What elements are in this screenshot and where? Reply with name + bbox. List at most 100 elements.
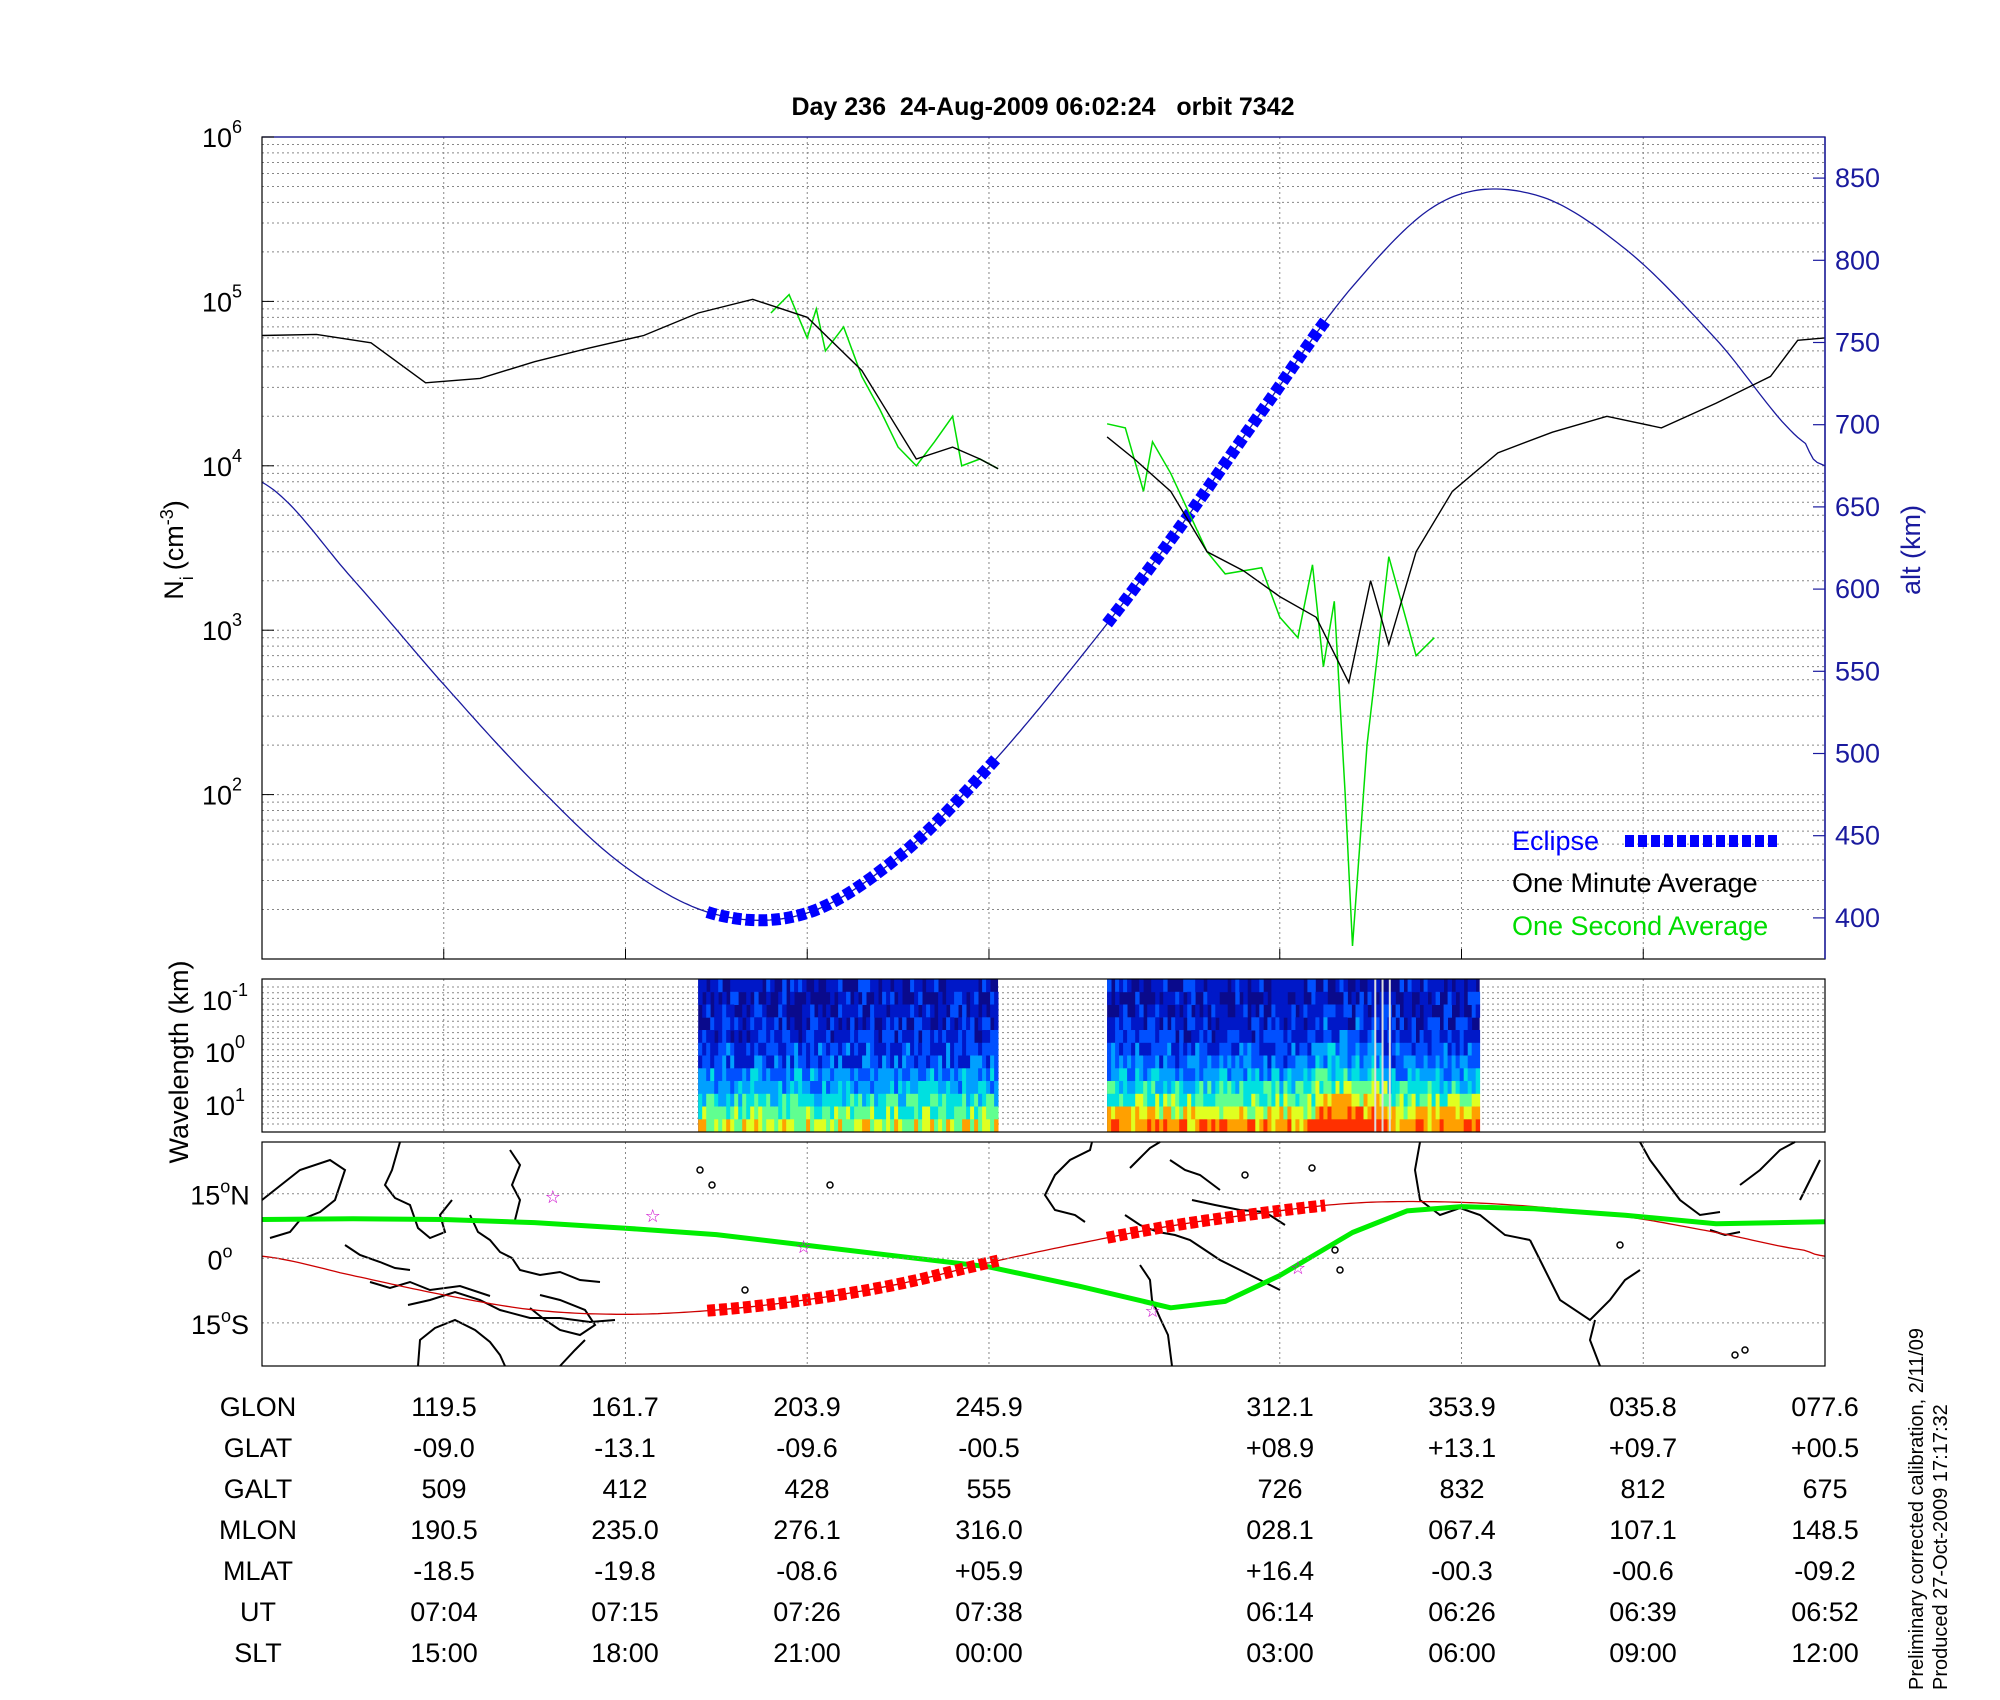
- spectrogram-cell: [818, 1106, 823, 1120]
- spectrogram-cell: [1371, 1055, 1376, 1069]
- spectrogram-cell: [890, 1055, 895, 1069]
- spectrogram-cell: [822, 1055, 827, 1069]
- spectrogram-cell: [1343, 1017, 1348, 1031]
- spectrogram-cell: [1235, 991, 1240, 1005]
- spectrogram-cell: [1239, 1042, 1244, 1056]
- spectrogram-cell: [810, 1081, 815, 1095]
- spectrogram-cell: [834, 1081, 839, 1095]
- table-cell: 276.1: [773, 1515, 841, 1545]
- spectrogram-cell: [882, 1017, 887, 1031]
- spectrogram-cell: [734, 1042, 739, 1056]
- spectrogram-cell: [774, 1093, 779, 1107]
- star-marker: ☆: [645, 1206, 661, 1227]
- spectrogram-cell: [1403, 1042, 1408, 1056]
- spectrogram-cell: [1271, 1055, 1276, 1069]
- spectrogram-cell: [706, 1042, 711, 1056]
- coastline: [344, 1244, 411, 1271]
- spectrogram-cell: [762, 1081, 767, 1095]
- spectrogram-cell: [710, 1042, 715, 1056]
- coastline: [1588, 1319, 1601, 1367]
- spectrogram-cell: [1139, 1119, 1144, 1133]
- table-cell: +00.5: [1790, 1433, 1860, 1463]
- table-cell: 245.9: [955, 1392, 1023, 1422]
- spectrogram-cell: [1271, 1106, 1276, 1120]
- spectrogram-cell: [1267, 1030, 1272, 1044]
- spectrogram-cell: [1211, 1017, 1216, 1031]
- spectrogram-cell: [1195, 1055, 1200, 1069]
- spectrogram-cell: [1187, 1081, 1192, 1095]
- spectrogram-cell: [1211, 991, 1216, 1005]
- spectrogram-cell: [1383, 991, 1388, 1005]
- spectrogram-cell: [1275, 1119, 1280, 1133]
- spectrogram-cell: [1319, 1030, 1324, 1044]
- spectrogram-cell: [1367, 1093, 1372, 1107]
- spectrogram-cell: [1143, 1042, 1148, 1056]
- spectrogram-cell: [722, 1004, 727, 1018]
- spectrogram-cell: [754, 1081, 759, 1095]
- table-cell: -09.0: [413, 1433, 475, 1463]
- spectrogram-cell: [1291, 1081, 1296, 1095]
- spectrogram-cell: [926, 1068, 931, 1082]
- spectrogram-cell: [1327, 1119, 1332, 1133]
- spectrogram-cell: [1251, 1042, 1256, 1056]
- spectrogram-cell: [898, 1106, 903, 1120]
- spectrogram-cell: [1243, 1081, 1248, 1095]
- spectrogram-cell: [1307, 1042, 1312, 1056]
- spectrogram-cell: [698, 979, 703, 993]
- spectrogram-cell: [1335, 1068, 1340, 1082]
- spectrogram-cell: [934, 1106, 939, 1120]
- spectrogram-cell: [822, 1042, 827, 1056]
- spectrogram-cell: [1467, 979, 1473, 993]
- table-cell: +08.9: [1245, 1433, 1315, 1463]
- spectrogram-cell: [1271, 1068, 1276, 1082]
- spectrogram-cell: [926, 979, 931, 993]
- spectrogram-cell: [802, 1017, 807, 1031]
- table-row-label: GALT: [223, 1474, 293, 1504]
- spectrogram-cell: [1251, 1081, 1256, 1095]
- spectrogram-cell: [1359, 1093, 1364, 1107]
- spectrogram-cell: [1263, 1055, 1268, 1069]
- spectrogram-cell: [1163, 1068, 1168, 1082]
- spectrogram-cell: [754, 1042, 759, 1056]
- spectrogram-cell: [830, 1106, 835, 1120]
- spectrogram-cell: [710, 1093, 715, 1107]
- spectrogram-cell: [1311, 1068, 1316, 1082]
- coastline: [509, 1149, 522, 1221]
- spectrogram-cell: [814, 1030, 819, 1044]
- spectrogram-cell: [1383, 1093, 1388, 1107]
- spectrogram-cell: [1219, 979, 1224, 993]
- spectrogram-cell: [1339, 1042, 1344, 1056]
- spectrogram-cell: [890, 1017, 895, 1031]
- spectrogram-cell: [802, 1055, 807, 1069]
- spectrogram-cell: [1383, 1030, 1388, 1044]
- spectrogram-cell: [778, 1042, 783, 1056]
- spectrogram-cell: [758, 1004, 763, 1018]
- altitude-tick-label: 600: [1835, 574, 1880, 604]
- spectrogram-cell: [1255, 1081, 1260, 1095]
- spectrogram-cell: [1123, 1042, 1128, 1056]
- spectrogram-cell: [930, 1030, 935, 1044]
- spectrogram-cell: [918, 1081, 923, 1095]
- spectrogram-cell: [858, 1042, 863, 1056]
- spectrogram-cell: [1119, 1055, 1124, 1069]
- spectrogram-cell: [1451, 991, 1456, 1005]
- spectrogram-cell: [1139, 1030, 1144, 1044]
- spectrogram-cell: [986, 979, 991, 993]
- spectrogram-cell: [822, 1093, 827, 1107]
- spectrogram-cell: [1247, 1106, 1252, 1120]
- spectrogram-cell: [1439, 1119, 1444, 1133]
- spectrogram-cell: [770, 979, 775, 993]
- spectrogram-cell: [1223, 1055, 1228, 1069]
- spectrogram-cell: [922, 1093, 927, 1107]
- spectrogram-cell: [738, 1042, 743, 1056]
- spectrogram-cell: [1247, 1042, 1252, 1056]
- spectrogram-cell: [1435, 1119, 1440, 1133]
- spectrogram-cell: [1175, 1119, 1180, 1133]
- spectrogram-cell: [778, 1081, 783, 1095]
- spectrogram-cell: [1223, 1004, 1228, 1018]
- spectrogram-cell: [1179, 1017, 1184, 1031]
- spectrogram-cell: [930, 1042, 935, 1056]
- latitude-tick-label: 15oS: [191, 1306, 249, 1340]
- spectrogram-cell: [1363, 1017, 1368, 1031]
